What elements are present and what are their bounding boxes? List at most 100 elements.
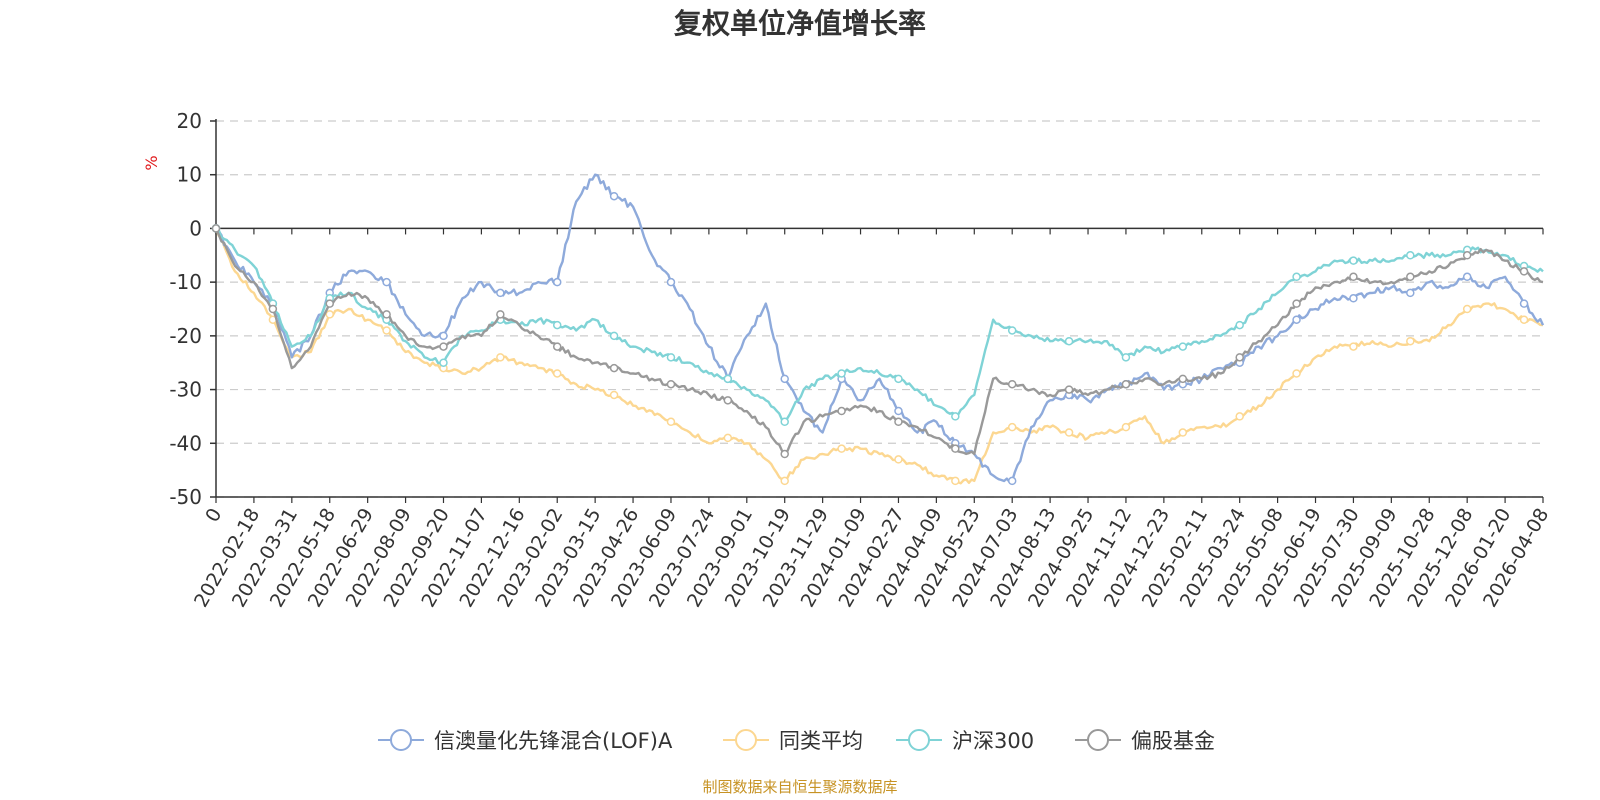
data-point-fund (1519, 299, 1529, 308)
data-point-peer (723, 433, 733, 443)
y-tick-label: -40 (169, 431, 202, 455)
data-point-hs300 (1349, 256, 1358, 265)
data-point-hs300 (837, 369, 846, 378)
legend-marker (1087, 729, 1109, 751)
data-point-fund (496, 288, 505, 298)
data-point-hs300 (666, 353, 676, 362)
data-point-equity (837, 406, 846, 416)
y-tick-label: 20 (177, 109, 202, 133)
data-point-peer (1178, 428, 1188, 437)
legend-item-equity[interactable]: 偏股基金 (1075, 729, 1215, 753)
data-point-hs300 (1064, 336, 1074, 346)
data-point-equity (382, 310, 391, 319)
y-tick-label: -10 (169, 270, 202, 294)
data-point-equity (1519, 267, 1529, 276)
y-tick-label: 0 (189, 216, 202, 240)
legend-label: 沪深300 (952, 729, 1034, 753)
y-tick-label: -20 (169, 324, 202, 348)
data-point-fund (894, 406, 903, 416)
x-tick-label: 0 (201, 505, 226, 526)
data-point-hs300 (609, 331, 619, 341)
data-point-equity (1462, 251, 1472, 260)
data-point-fund (382, 277, 391, 287)
data-point-equity (1349, 272, 1358, 282)
y-tick-label: 10 (177, 163, 202, 187)
data-point-hs300 (723, 374, 733, 384)
series-line-peer (214, 227, 1544, 485)
data-point-equity (211, 224, 221, 233)
series-line-fund (215, 173, 1545, 484)
data-point-peer (780, 476, 789, 486)
data-point-hs300 (1178, 342, 1188, 351)
data-point-peer (552, 369, 562, 378)
data-point-equity (723, 396, 733, 405)
legend-label: 信澳量化先锋混合(LOF)A (434, 729, 673, 753)
data-point-equity (894, 417, 903, 427)
data-point-peer (1007, 422, 1017, 432)
data-point-peer (1349, 342, 1358, 351)
data-point-equity (1406, 272, 1415, 282)
data-point-peer (496, 353, 505, 362)
data-point-equity (325, 299, 334, 308)
data-point-equity (666, 379, 676, 389)
data-point-peer (1121, 422, 1131, 432)
data-point-hs300 (439, 358, 448, 367)
data-point-hs300 (1406, 251, 1415, 260)
series-line-equity (214, 227, 1544, 456)
data-point-fund (1349, 294, 1358, 303)
data-point-equity (1064, 385, 1074, 394)
data-point-equity (1007, 379, 1017, 389)
series-line-hs300 (215, 227, 1544, 423)
legend-marker (735, 729, 757, 751)
data-point-equity (439, 342, 448, 351)
data-point-equity (609, 363, 619, 373)
data-point-fund (552, 277, 562, 287)
chart-title: 复权单位净值增长率 (674, 7, 926, 40)
data-point-peer (382, 326, 391, 335)
data-point-fund (780, 374, 789, 384)
series-lines (211, 173, 1545, 486)
y-axis-unit: % (142, 155, 161, 170)
legend-item-peer[interactable]: 同类平均 (723, 729, 863, 753)
legend-item-hs300[interactable]: 沪深300 (896, 729, 1034, 753)
data-point-equity (1235, 353, 1244, 362)
data-point-peer (325, 310, 334, 319)
data-point-equity (1292, 299, 1301, 308)
data-point-hs300 (1235, 320, 1244, 330)
data-point-hs300 (1121, 353, 1131, 362)
legend-label: 同类平均 (779, 729, 863, 753)
data-point-fund (1462, 272, 1472, 282)
data-point-equity (780, 449, 789, 459)
legend-item-fund[interactable]: 信澳量化先锋混合(LOF)A (378, 729, 673, 753)
data-point-fund (666, 277, 676, 287)
y-tick-label: -50 (169, 485, 202, 509)
data-point-equity (552, 342, 562, 351)
data-point-equity (951, 444, 960, 453)
y-tick-labels: 20 10 0 -10 -20 -30 -40 -50 (169, 109, 202, 509)
data-point-peer (1064, 428, 1074, 437)
gridlines (216, 120, 1543, 498)
data-point-peer (1519, 315, 1529, 324)
data-point-fund (439, 331, 448, 341)
x-tick-labels: 02022-02-182022-03-312022-05-182022-06-2… (190, 504, 1553, 611)
data-point-peer (951, 476, 960, 486)
data-source-note: 制图数据来自恒生聚源数据库 (702, 778, 897, 796)
data-point-fund (1007, 476, 1017, 486)
data-point-hs300 (1007, 326, 1017, 335)
legend[interactable]: 信澳量化先锋混合(LOF)A 同类平均 沪深300 偏股基金 (378, 729, 1215, 753)
data-point-hs300 (951, 412, 960, 421)
data-point-peer (1406, 336, 1415, 346)
data-point-equity (268, 304, 278, 314)
data-point-peer (1292, 369, 1301, 378)
data-point-hs300 (780, 417, 789, 427)
axes (210, 119, 1544, 503)
data-point-fund (1292, 315, 1301, 324)
data-point-equity (1178, 374, 1188, 384)
y-tick-label: -30 (169, 378, 202, 402)
legend-marker (908, 729, 930, 751)
data-point-peer (1462, 304, 1472, 314)
data-point-peer (666, 417, 676, 427)
data-point-peer (1235, 412, 1244, 421)
data-point-equity (496, 310, 505, 319)
